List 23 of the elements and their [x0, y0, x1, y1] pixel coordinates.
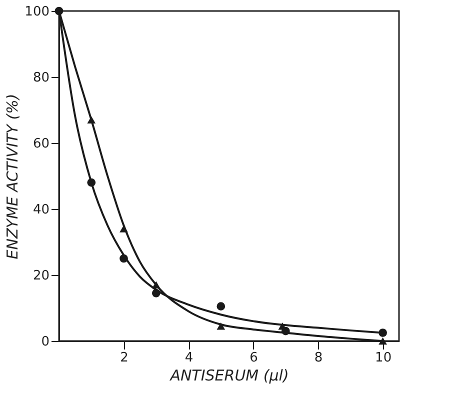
point	[87, 178, 96, 187]
y-tick-label: 100	[24, 4, 50, 20]
y-axis-title: ENZYME ACTIVITY (%)	[4, 94, 22, 260]
point	[152, 288, 160, 298]
y-tick-label: 60	[32, 136, 50, 152]
point	[87, 116, 96, 124]
x-tick-label: 2	[120, 350, 128, 366]
y-tick-label: 40	[32, 202, 50, 218]
point	[216, 302, 226, 311]
point	[378, 328, 387, 337]
y-tick-label: 0	[41, 334, 50, 350]
point	[216, 322, 226, 330]
x-tick-label: 4	[184, 350, 194, 366]
point	[378, 337, 387, 345]
x-tick-label: 10	[375, 350, 392, 366]
y-tick-label: 20	[32, 268, 50, 284]
point	[120, 254, 128, 263]
x-axis-title: ANTISERUM (µl)	[169, 366, 289, 384]
y-tick-label: 80	[32, 70, 50, 86]
point	[152, 281, 160, 289]
x-tick-label: 6	[250, 350, 258, 366]
point	[54, 6, 64, 16]
x-tick-label: 8	[314, 350, 323, 366]
